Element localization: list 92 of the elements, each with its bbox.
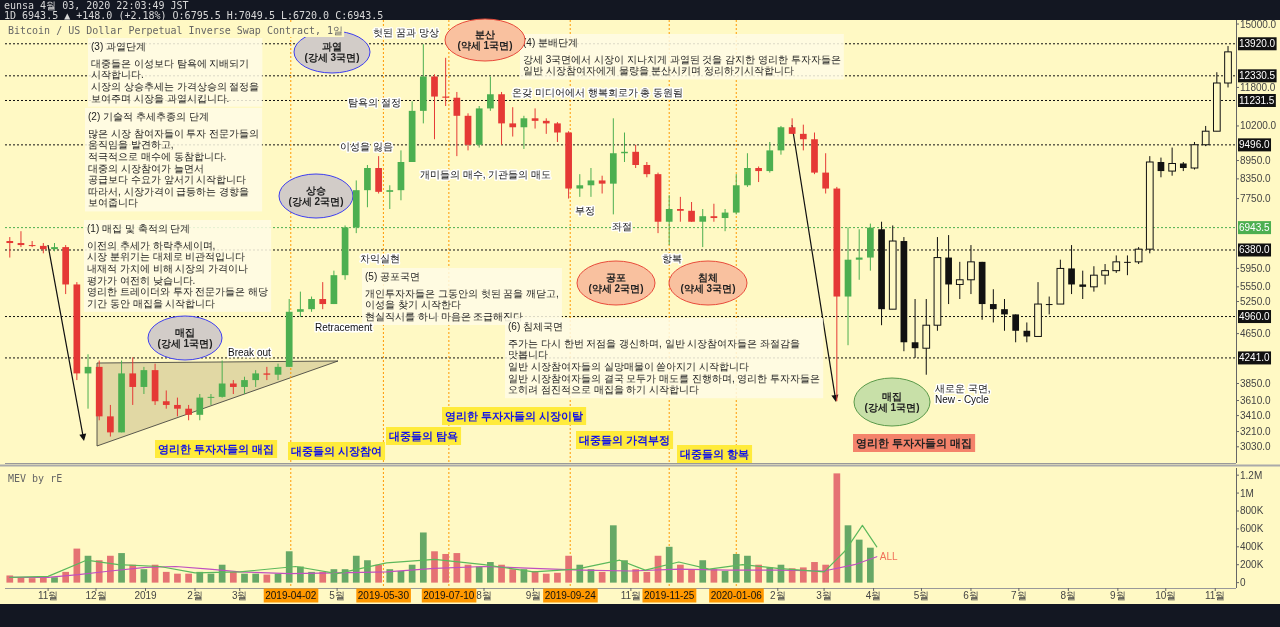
ref-line-label: 11231.5 (1239, 95, 1275, 106)
annotation: 대중들의 시장참여 (291, 445, 383, 457)
y-tick-label: 1M (1240, 487, 1254, 499)
annotation: (4) 분배단계 강세 3국면에서 시장이 지나치게 과열된 것을 감지한 영리한 투자자들은 일반 시장참여자에게 물량을 분산시키며 정리하기시작합니다 (523, 37, 841, 77)
annotation: 분산 (약세 1국면) (457, 29, 513, 51)
annotation: 대중들의 탐욕 (389, 430, 459, 442)
text: MEV by rE (8, 473, 63, 484)
annotation: 대중들의 가격부정 (579, 434, 671, 446)
y-tick-label: 0 (1240, 577, 1246, 589)
ref-line-label: 2019-04-02 (265, 590, 317, 601)
annotation: 매집 (강세 1국면) (864, 391, 920, 413)
y-tick-label: 8350.0 (1240, 173, 1272, 185)
y-tick-label: 1.2M (1240, 469, 1263, 481)
annotation: 차익실현 (360, 253, 400, 264)
annotation: 영리한 투자자들의 매집 (856, 437, 973, 449)
x-tick-label: 5월 (913, 590, 930, 601)
y-tick-label: 11800.0 (1240, 81, 1276, 93)
x-tick-label: 3월 (816, 590, 832, 601)
y-tick-label: 3030.0 (1240, 441, 1272, 453)
y-tick-label: 7750.0 (1240, 193, 1272, 205)
y-tick-label: 3410.0 (1240, 410, 1272, 422)
y-tick-label: 15000.0 (1240, 18, 1277, 30)
x-tick-label: 4월 (865, 590, 882, 601)
x-tick-label: 11월 (620, 590, 642, 601)
ref-line-label: 2019-07-10 (423, 590, 475, 601)
x-tick-label: 9월 (1110, 590, 1126, 601)
annotation: 침체 (약세 3국면) (680, 272, 736, 294)
y-tick-label: 8950.0 (1240, 155, 1272, 167)
annotation: ALL (879, 550, 898, 562)
annotation: 매집 (강세 1국면) (157, 327, 213, 349)
text: eunsa 4월 03, 2020 22:03:49 JST (4, 0, 189, 11)
x-tick-label: 2월 (187, 590, 203, 601)
annotation: (5) 공포국면 개인투자자들은 그동안의 헛된 꿈을 깨닫고, 이성을 찾기 시작한다 현실직시를 하니 마음은 조급해진다 (365, 271, 559, 323)
ref-line-label: 2019-11-25 (643, 590, 695, 601)
x-tick-label: 3월 (231, 590, 248, 601)
ref-line-label: 12330.5 (1239, 70, 1276, 82)
y-tick-label: 800K (1240, 505, 1264, 517)
ref-line-label: 4241.0 (1239, 352, 1271, 364)
annotation: (2) 기술적 추세추종의 단계 많은 시장 참여자들이 투자 전문가들의 움직임을 발견하고, 적극적으로 매수에 동참합니다. 대중의 시장참여가 늘면서 공급보다 수요가 앞서기 시작합니다 따라서, 시장가격이 급등하는 경향을 보여줍니다 (88, 111, 260, 209)
annotation: 과열 (강세 3국면) (304, 41, 360, 63)
y-tick-label: 600K (1240, 523, 1264, 535)
annotation: 헛된 꿈과 망상 (373, 27, 439, 38)
annotation: Break out (228, 347, 272, 358)
ref-line-label: 2019-05-30 (357, 590, 410, 601)
annotation: 공포 (약세 2국면) (588, 272, 644, 294)
annotation: 1D 6943.5 ▲ +148.0 (+2.18%) O:6795.5 H:7049.5 L:6720.0 C:6943.5 (4, 10, 384, 21)
x-tick-label: 6월 (963, 590, 979, 601)
annotation: 항복 (662, 253, 682, 264)
x-tick-label: 11월 (1205, 590, 1226, 601)
ref-line-label: 4960.0 (1239, 311, 1271, 323)
ref-line-label: 6943.5 (1239, 222, 1271, 234)
y-tick-label: 3850.0 (1240, 378, 1272, 389)
x-tick-label: 10월 (1155, 590, 1177, 601)
annotation: 새로운 국면, New - Cycle (935, 383, 991, 405)
y-tick-label: 400K (1240, 541, 1264, 553)
annotation: 상승 (강세 2국면) (288, 185, 344, 207)
ref-line-label: 2020-01-06 (710, 590, 763, 601)
annotation: 온갖 미디어에서 행복회로가 총 동원됨 (512, 87, 684, 98)
x-tick-label: 9월 (525, 590, 542, 601)
annotation: (1) 매집 및 축적의 단계 이전의 추세가 하락추세이며, 시장 분위기는 대체로 비관적입니다 내재적 가치에 비해 시장의 가격이나 평가가 여전히 낮습니다. 영리한 트레이더와 투자 전문가들은 해당 기간 동안 매집을 시작합니다 (87, 223, 269, 309)
annotation: 이성을 잃음 (340, 141, 393, 152)
x-tick-label: 2월 (769, 590, 786, 601)
annotation: Retracement (315, 322, 373, 333)
x-tick-label: 12월 (85, 590, 107, 601)
x-tick-label: 8월 (476, 590, 492, 601)
annotation: (6) 침체국면 주가는 다시 한번 저점을 갱신하며, 일반 시장참여자들은 좌절감을 맛봅니다 일반 시장참여자들의 실망매물이 쏟아지기 시작합니다 일반 시장참여자들의 결국 모두가 매도를 진행하며, 영리한 투자자들은 오히려 점진적으로 매집을 하기 시작합니다 (508, 321, 821, 396)
y-tick-label: 5250.0 (1240, 296, 1272, 308)
x-tick-label: 8월 (1060, 590, 1077, 601)
x-tick-label: 7월 (1011, 590, 1027, 601)
annotation: (3) 과열단계 대중들은 이성보다 탐욕에 지배되기 시작합니다. 시장의 상승추세는 가격상승의 절정을 보여주며 시장을 과열시킵니다. (91, 41, 260, 104)
annotation: 부정 (575, 205, 595, 216)
y-tick-label: 3610.0 (1240, 395, 1272, 407)
y-tick-label: 200K (1240, 559, 1264, 571)
annotation: 영리한 투자자들의 시장이탈 (445, 410, 584, 422)
annotation: 좌절 (612, 221, 632, 232)
x-tick-label: 5월 (329, 590, 345, 601)
x-tick-label: 11월 (37, 590, 59, 601)
ref-line-label: 9496.0 (1239, 139, 1271, 151)
annotation: 개미들의 매수, 기관들의 매도 (420, 169, 552, 180)
ref-line-label: 6380.0 (1239, 244, 1271, 256)
y-tick-label: 5950.0 (1240, 262, 1272, 274)
x-tick-label: 2019 (134, 590, 158, 601)
y-tick-label: 4650.0 (1240, 328, 1272, 340)
annotation: 대중들의 항복 (680, 448, 750, 460)
ref-line-label: 13920.0 (1239, 38, 1276, 50)
ref-line-label: 2019-09-24 (544, 590, 597, 601)
text: Bitcoin / US Dollar Perpetual Inverse Swap Contract, 1일 (8, 25, 344, 36)
annotation: 탐욕의 절정 (348, 97, 401, 108)
y-tick-label: 5550.0 (1240, 281, 1272, 293)
annotation: 영리한 투자자들의 매집 (158, 443, 275, 455)
y-tick-label: 3210.0 (1240, 426, 1272, 438)
y-tick-label: 10200.0 (1240, 120, 1277, 132)
